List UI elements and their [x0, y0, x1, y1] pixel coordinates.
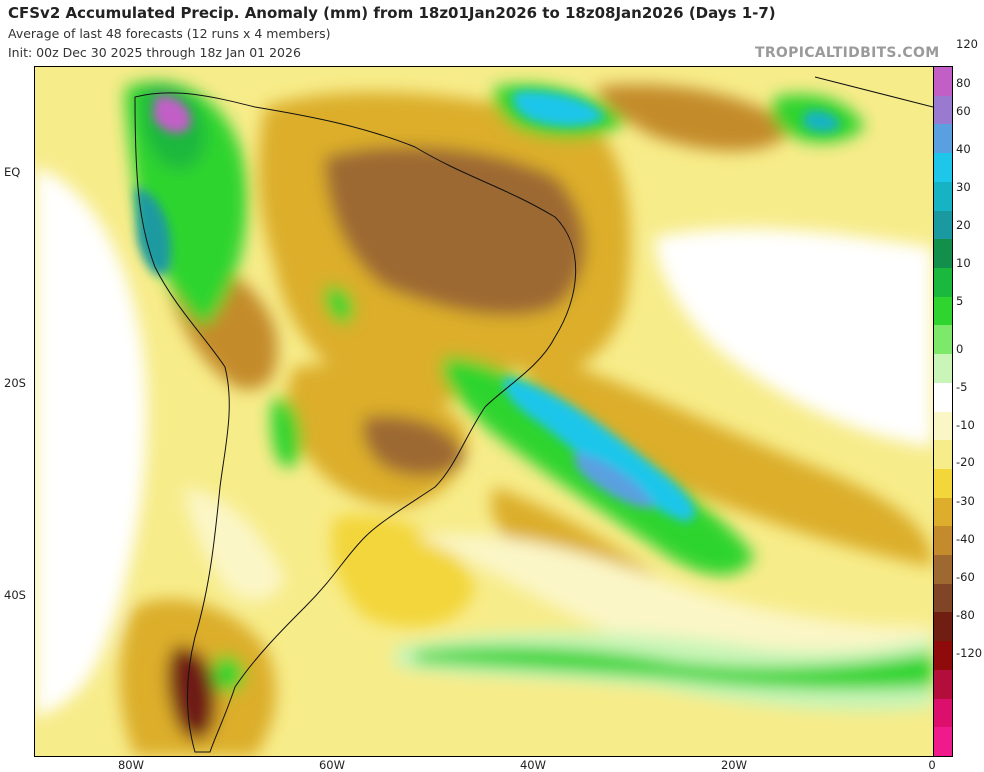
colorbar-label: -20 [956, 455, 975, 469]
lat-label-20s: 20S [4, 376, 26, 390]
colorbar-swatch [934, 354, 952, 384]
map-title: CFSv2 Accumulated Precip. Anomaly (mm) f… [8, 4, 776, 22]
colorbar-label: 60 [956, 104, 971, 118]
colorbar-label: 20 [956, 218, 971, 232]
precip-anomaly-map [34, 66, 934, 757]
init-time: Init: 00z Dec 30 2025 through 18z Jan 01… [8, 45, 301, 60]
colorbar-swatch [934, 641, 952, 671]
colorbar-swatch [934, 67, 952, 97]
colorbar-swatch [934, 583, 952, 613]
lon-label-40w: 40W [519, 758, 547, 772]
colorbar-swatch [934, 325, 952, 355]
colorbar-swatch [934, 296, 952, 326]
colorbar-swatch [934, 239, 952, 269]
colorbar-swatch [934, 526, 952, 556]
lon-label-0: 0 [928, 758, 936, 772]
colorbar-label: 120 [956, 37, 978, 51]
colorbar-swatch [934, 727, 952, 757]
colorbar-label: 30 [956, 180, 971, 194]
map-subtitle: Average of last 48 forecasts (12 runs x … [8, 26, 331, 41]
colorbar-swatch [934, 698, 952, 728]
colorbar-swatch [934, 382, 952, 412]
colorbar-swatch [934, 669, 952, 700]
colorbar-label: 5 [956, 294, 964, 308]
lon-label-80w: 80W [117, 758, 145, 772]
colorbar-label: -10 [956, 418, 975, 432]
colorbar-swatch [934, 497, 952, 527]
colorbar-swatch [934, 95, 952, 125]
colorbar-swatch [934, 440, 952, 470]
colorbar-swatch [934, 181, 952, 212]
colorbar-label: 40 [956, 142, 971, 156]
colorbar-label: -5 [956, 380, 968, 394]
colorbar-label: -80 [956, 608, 975, 622]
colorbar-swatch [934, 153, 952, 183]
colorbar-label: 10 [956, 256, 971, 270]
colorbar-swatch [934, 267, 952, 298]
colorbar-label: -30 [956, 494, 975, 508]
lon-label-20w: 20W [720, 758, 748, 772]
brand-watermark: TROPICALTIDBITS.COM [755, 45, 940, 61]
lon-label-60w: 60W [318, 758, 346, 772]
colorbar-label: -120 [956, 646, 983, 660]
colorbar-swatch [934, 411, 952, 441]
colorbar-swatch [934, 468, 952, 499]
map-canvas [35, 67, 933, 756]
colorbar-swatch [934, 612, 952, 642]
colorbar-label: 80 [956, 76, 971, 90]
colorbar-label: -40 [956, 532, 975, 546]
colorbar-label: 0 [956, 342, 964, 356]
lat-label-40s: 40S [4, 588, 26, 602]
colorbar [933, 66, 953, 757]
colorbar-swatch [934, 210, 952, 240]
colorbar-swatch [934, 555, 952, 585]
lat-label-eq: EQ [4, 165, 21, 179]
colorbar-swatch [934, 124, 952, 154]
colorbar-label: -60 [956, 570, 975, 584]
